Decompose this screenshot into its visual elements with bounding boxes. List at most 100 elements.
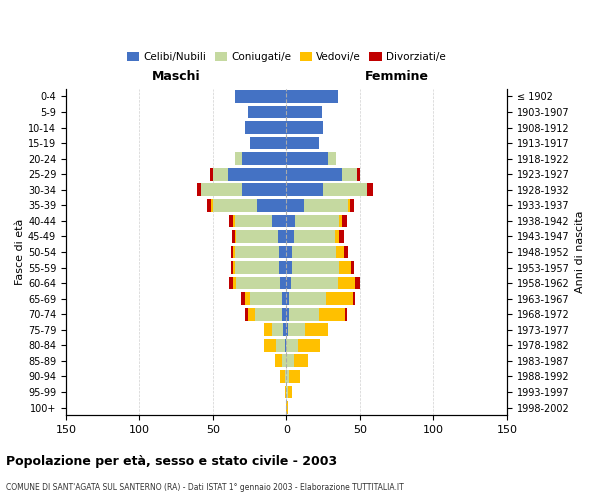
Y-axis label: Fasce di età: Fasce di età: [15, 219, 25, 285]
Bar: [245, 308, 248, 320]
Text: Femmine: Femmine: [365, 70, 428, 83]
Bar: [201, 184, 242, 196]
Bar: [342, 168, 357, 180]
Bar: [286, 339, 298, 351]
Bar: [357, 168, 360, 180]
Bar: [298, 339, 320, 351]
Bar: [213, 199, 257, 211]
Bar: [286, 230, 294, 243]
Bar: [265, 339, 276, 351]
Bar: [326, 292, 353, 305]
Bar: [289, 308, 319, 320]
Bar: [230, 246, 233, 258]
Bar: [233, 214, 235, 228]
Bar: [289, 292, 326, 305]
Bar: [286, 214, 295, 228]
Bar: [304, 199, 348, 211]
Bar: [235, 246, 279, 258]
Bar: [282, 308, 286, 320]
Bar: [335, 230, 339, 243]
Bar: [227, 168, 286, 180]
Bar: [235, 261, 279, 274]
Bar: [339, 230, 344, 243]
Bar: [256, 308, 282, 320]
Bar: [288, 324, 305, 336]
Bar: [213, 168, 227, 180]
Bar: [285, 370, 286, 383]
Bar: [248, 308, 256, 320]
Bar: [323, 184, 367, 196]
Bar: [291, 276, 338, 289]
Bar: [286, 199, 304, 211]
Bar: [350, 199, 354, 211]
Bar: [233, 246, 235, 258]
Bar: [353, 292, 355, 305]
Bar: [286, 136, 319, 149]
Bar: [286, 324, 288, 336]
Bar: [235, 152, 242, 165]
Text: COMUNE DI SANT'AGATA SUL SANTERNO (RA) - Dati ISTAT 1° gennaio 2003 - Elaborazio: COMUNE DI SANT'AGATA SUL SANTERNO (RA) -…: [6, 484, 404, 492]
Text: Maschi: Maschi: [152, 70, 200, 83]
Bar: [279, 261, 286, 274]
Bar: [250, 292, 282, 305]
Bar: [207, 199, 211, 211]
Bar: [344, 246, 348, 258]
Bar: [242, 184, 286, 196]
Bar: [245, 292, 250, 305]
Bar: [337, 246, 344, 258]
Bar: [286, 106, 322, 118]
Bar: [367, 184, 373, 196]
Bar: [292, 261, 339, 274]
Text: Popolazione per età, sesso e stato civile - 2003: Popolazione per età, sesso e stato civil…: [6, 454, 337, 468]
Bar: [282, 354, 286, 367]
Bar: [319, 308, 345, 320]
Bar: [286, 292, 289, 305]
Bar: [286, 246, 292, 258]
Bar: [232, 230, 235, 243]
Bar: [280, 276, 286, 289]
Bar: [285, 339, 286, 351]
Bar: [229, 214, 233, 228]
Bar: [286, 308, 289, 320]
Bar: [280, 370, 285, 383]
Bar: [289, 370, 299, 383]
Bar: [286, 90, 338, 103]
Bar: [236, 230, 278, 243]
Bar: [230, 261, 233, 274]
Bar: [211, 199, 213, 211]
Bar: [286, 401, 288, 414]
Bar: [305, 324, 328, 336]
Bar: [348, 199, 350, 211]
Bar: [242, 152, 286, 165]
Bar: [272, 214, 286, 228]
Bar: [235, 230, 236, 243]
Legend: Celibi/Nubili, Coniugati/e, Vedovi/e, Divorziati/e: Celibi/Nubili, Coniugati/e, Vedovi/e, Di…: [122, 48, 450, 66]
Bar: [286, 121, 323, 134]
Bar: [272, 324, 283, 336]
Bar: [286, 276, 291, 289]
Bar: [265, 324, 272, 336]
Bar: [286, 152, 328, 165]
Bar: [286, 168, 342, 180]
Bar: [283, 324, 286, 336]
Bar: [339, 261, 351, 274]
Bar: [197, 184, 201, 196]
Bar: [282, 292, 286, 305]
Bar: [210, 168, 213, 180]
Bar: [286, 184, 323, 196]
Bar: [351, 261, 354, 274]
Bar: [288, 386, 292, 398]
Bar: [345, 308, 347, 320]
Bar: [295, 214, 339, 228]
Bar: [233, 261, 235, 274]
Bar: [292, 246, 337, 258]
Bar: [233, 276, 236, 289]
Bar: [294, 230, 335, 243]
Y-axis label: Anni di nascita: Anni di nascita: [575, 210, 585, 293]
Bar: [257, 199, 286, 211]
Bar: [236, 276, 280, 289]
Bar: [294, 354, 308, 367]
Bar: [250, 136, 286, 149]
Bar: [245, 121, 286, 134]
Bar: [342, 214, 347, 228]
